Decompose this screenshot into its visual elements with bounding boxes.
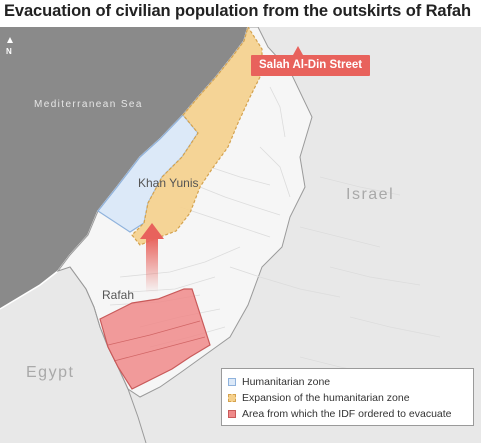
legend-swatch-expansion <box>228 394 236 402</box>
legend-label-expansion: Expansion of the humanitarian zone <box>242 392 410 404</box>
legend-item-expansion: Expansion of the humanitarian zone <box>228 390 467 406</box>
sea-area <box>0 27 248 309</box>
north-indicator: N <box>6 37 13 56</box>
humanitarian-expansion-zone <box>131 27 263 246</box>
street-callout-pointer <box>293 46 303 55</box>
north-arrow-icon <box>7 37 13 43</box>
legend: Humanitarian zone Expansion of the human… <box>221 368 474 426</box>
evacuation-arrow-shaft <box>146 237 158 293</box>
north-label: N <box>6 47 12 56</box>
sea-label: Mediterranean Sea <box>34 99 143 110</box>
legend-label-evacuation: Area from which the IDF ordered to evacu… <box>242 408 452 420</box>
map-canvas: Mediterranean Sea Israel Egypt Khan Yuni… <box>0 27 481 443</box>
map-title: Evacuation of civilian population from t… <box>4 2 471 20</box>
israel-label: Israel <box>346 186 394 203</box>
map-area[interactable]: Mediterranean Sea Israel Egypt Khan Yuni… <box>0 27 481 443</box>
legend-label-humanitarian: Humanitarian zone <box>242 376 331 388</box>
evac-roads <box>107 320 206 362</box>
evacuation-area <box>99 288 211 390</box>
street-callout: Salah Al-Din Street <box>251 55 371 76</box>
legend-swatch-evacuation <box>228 410 236 418</box>
khan-yunis-label: Khan Yunis <box>138 176 199 190</box>
legend-swatch-humanitarian <box>228 378 236 386</box>
legend-item-humanitarian: Humanitarian zone <box>228 374 467 390</box>
rafah-label: Rafah <box>102 288 134 302</box>
evacuation-arrow-head <box>140 223 164 239</box>
egypt-label: Egypt <box>26 364 74 381</box>
legend-item-evacuation: Area from which the IDF ordered to evacu… <box>228 406 467 422</box>
